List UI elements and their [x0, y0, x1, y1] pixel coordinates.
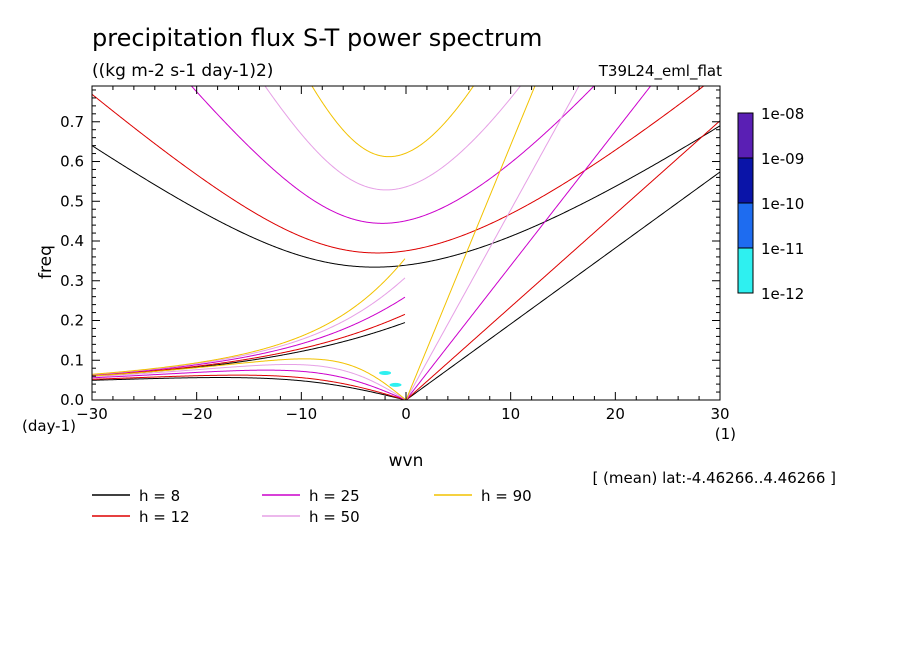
curve-h50-er [92, 363, 407, 400]
spectral-blobs [379, 370, 402, 387]
curve-h12-igw [92, 86, 705, 254]
colorbar-swatch [737, 247, 754, 294]
legend-label-h90: h = 90 [481, 487, 532, 505]
x-tick-label: 30 [710, 405, 729, 423]
colorbar-label: 1e-12 [761, 285, 804, 303]
y-tick-label: 0.6 [60, 153, 84, 171]
x-tick-label: 10 [501, 405, 520, 423]
curve-h12-mrg [92, 313, 406, 377]
curve-h50-igw [264, 86, 522, 191]
chart-subtitle: ((kg m-2 s-1 day-1)2) [92, 61, 273, 81]
run-label: T39L24_eml_flat [598, 62, 722, 81]
curve-h90-mrg [92, 258, 406, 375]
curve-h8-igw [92, 125, 720, 268]
colorbar-label: 1e-09 [761, 150, 804, 168]
curve-h8-er [92, 377, 407, 400]
y-tick-label: 0.7 [60, 113, 84, 131]
x-tick-label: 20 [606, 405, 625, 423]
x-tick-label: −10 [286, 405, 318, 423]
legend-label-h8: h = 8 [139, 487, 180, 505]
chart-title: precipitation flux S-T power spectrum [92, 24, 542, 52]
y-tick-label: 0.2 [60, 312, 84, 330]
colorbar-label: 1e-08 [761, 105, 804, 123]
plot-frame [91, 85, 721, 401]
curve-h8-kelvin [405, 171, 720, 400]
legend-label-h25: h = 25 [309, 487, 360, 505]
y-tick-label: 0.4 [60, 232, 84, 250]
curve-h25-kelvin [405, 86, 652, 400]
curve-h12-kelvin [405, 120, 720, 400]
y-axis-unit: (day-1) [22, 417, 76, 435]
colorbar-label: 1e-10 [761, 195, 804, 213]
x-axis-label: wvn [389, 451, 424, 471]
curve-h50-kelvin [405, 86, 580, 400]
x-tick-label: 0 [401, 405, 411, 423]
y-tick-label: 0.3 [60, 272, 84, 290]
legend: h = 8 h = 12 h = 25 h = 50 h = 90 [92, 487, 532, 526]
x-axis-unit: (1) [715, 425, 736, 443]
y-axis-label: freq [36, 245, 56, 279]
legend-label-h12: h = 12 [139, 508, 190, 526]
curve-h90-er [92, 358, 407, 400]
x-tick-label: −30 [76, 405, 108, 423]
legend-label-h50: h = 50 [309, 508, 360, 526]
spectral-blob-0 [389, 382, 402, 387]
latitude-annotation: [ (mean) lat:-4.46266..4.46266 ] [592, 469, 836, 487]
curve-h12-er [92, 374, 407, 400]
colorbar: 1e-08 1e-09 1e-10 1e-11 1e-12 [737, 105, 804, 303]
colorbar-swatch [737, 157, 754, 204]
x-tick-label: −20 [181, 405, 213, 423]
curve-h90-igw [311, 86, 475, 158]
spectral-blob-1 [379, 370, 392, 375]
dispersion-curves [92, 86, 720, 400]
curve-h50-mrg [92, 277, 406, 376]
curve-h25-mrg [92, 296, 406, 376]
y-tick-label: 0.1 [60, 351, 84, 369]
y-tick-label: 0.5 [60, 192, 84, 210]
axis-ticks: −30 −20 −10 0 10 20 30 0.0 0.1 0.2 0.3 0.4 0.5 0.6 0.7 [60, 86, 730, 423]
colorbar-swatch [737, 112, 754, 159]
colorbar-label: 1e-11 [761, 240, 804, 258]
y-tick-label: 0.0 [60, 391, 84, 409]
curve-h25-er [92, 369, 407, 400]
curve-h90-kelvin [405, 86, 536, 400]
colorbar-swatch [737, 202, 754, 249]
